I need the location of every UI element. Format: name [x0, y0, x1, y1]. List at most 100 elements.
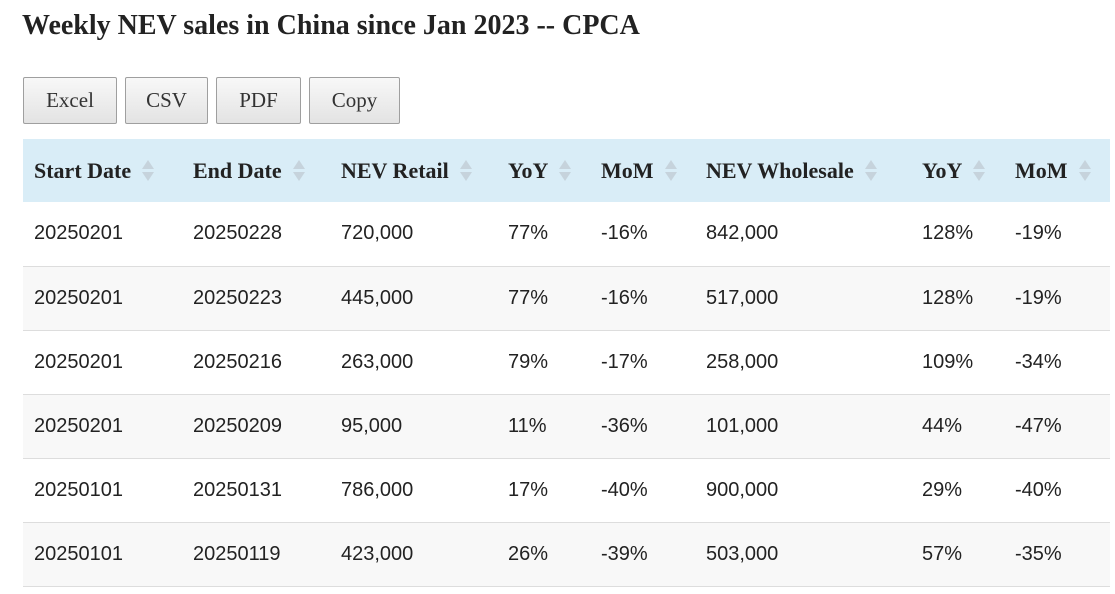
sort-icon[interactable] — [864, 160, 877, 181]
sort-ascending-icon — [664, 160, 677, 169]
cell-end-date: 20250216 — [193, 350, 282, 373]
table-row: 20250201 20250216 263,000 79% -17% 258,000 109… — [23, 330, 1110, 394]
cell-retail-yoy: 17% — [508, 478, 549, 501]
sort-descending-icon — [973, 172, 986, 181]
sort-descending-icon — [292, 172, 305, 181]
column-label: MoM — [601, 157, 654, 183]
sort-descending-icon — [864, 172, 877, 181]
cell-wholesale-mom: -34% — [1015, 350, 1062, 373]
cell-wholesale-yoy: 44% — [922, 414, 963, 437]
table-row: 20250201 20250228 720,000 77% -16% 842,000 128… — [23, 202, 1110, 266]
sort-icon[interactable] — [1078, 160, 1091, 181]
cell-nev-retail: 95,000 — [341, 414, 403, 437]
cell-retail-mom: -16% — [601, 286, 648, 309]
excel-export-button[interactable]: Excel — [23, 77, 117, 124]
cell-nev-wholesale: 900,000 — [706, 478, 779, 501]
sort-descending-icon — [1078, 172, 1091, 181]
cell-nev-retail: 445,000 — [341, 286, 414, 309]
col-header-start-date[interactable]: Start Date — [23, 139, 182, 202]
cell-retail-mom: -16% — [601, 222, 648, 245]
cell-start-date: 20250201 — [34, 414, 123, 437]
sales-table-container: Start Date End Date NEV Retail YoY MoM NEV Wh… — [23, 139, 1110, 587]
col-header-wholesale-yoy[interactable]: YoY — [911, 139, 1004, 202]
cell-end-date: 20250223 — [193, 286, 282, 309]
cell-wholesale-mom: -35% — [1015, 542, 1062, 565]
pdf-export-button[interactable]: PDF — [216, 77, 301, 124]
sort-descending-icon — [142, 172, 155, 181]
sales-table: Start Date End Date NEV Retail YoY MoM NEV Wh… — [23, 139, 1110, 587]
cell-nev-wholesale: 258,000 — [706, 350, 779, 373]
cell-retail-mom: -36% — [601, 414, 648, 437]
sort-icon[interactable] — [664, 160, 677, 181]
col-header-nev-retail[interactable]: NEV Retail — [330, 139, 497, 202]
table-header: Start Date End Date NEV Retail YoY MoM NEV Wh… — [23, 139, 1110, 202]
sort-ascending-icon — [864, 160, 877, 169]
cell-retail-yoy: 79% — [508, 350, 549, 373]
cell-retail-mom: -39% — [601, 542, 648, 565]
sort-icon[interactable] — [559, 160, 572, 181]
col-header-retail-yoy[interactable]: YoY — [497, 139, 590, 202]
sort-ascending-icon — [459, 160, 472, 169]
sort-ascending-icon — [292, 160, 305, 169]
col-header-nev-wholesale[interactable]: NEV Wholesale — [695, 139, 911, 202]
column-label: NEV Wholesale — [706, 157, 854, 183]
sort-icon[interactable] — [973, 160, 986, 181]
cell-retail-mom: -40% — [601, 478, 648, 501]
cell-end-date: 20250209 — [193, 414, 282, 437]
cell-wholesale-yoy: 109% — [922, 350, 974, 373]
cell-nev-retail: 720,000 — [341, 222, 414, 245]
cell-end-date: 20250228 — [193, 222, 282, 245]
cell-start-date: 20250201 — [34, 222, 123, 245]
col-header-end-date[interactable]: End Date — [182, 139, 330, 202]
col-header-retail-mom[interactable]: MoM — [590, 139, 695, 202]
sort-icon[interactable] — [459, 160, 472, 181]
page-title: Weekly NEV sales in China since Jan 2023… — [22, 10, 640, 41]
column-label: YoY — [508, 157, 549, 183]
cell-wholesale-mom: -47% — [1015, 414, 1062, 437]
sort-ascending-icon — [973, 160, 986, 169]
cell-end-date: 20250119 — [193, 542, 281, 565]
sort-ascending-icon — [142, 160, 155, 169]
sort-descending-icon — [559, 172, 572, 181]
sort-icon[interactable] — [142, 160, 155, 181]
cell-wholesale-yoy: 128% — [922, 222, 974, 245]
column-label: YoY — [922, 157, 963, 183]
cell-retail-yoy: 26% — [508, 542, 549, 565]
cell-nev-wholesale: 101,000 — [706, 414, 779, 437]
header-row: Start Date End Date NEV Retail YoY MoM NEV Wh… — [23, 139, 1110, 202]
cell-nev-wholesale: 503,000 — [706, 542, 779, 565]
cell-start-date: 20250201 — [34, 350, 123, 373]
sort-descending-icon — [664, 172, 677, 181]
table-row: 20250101 20250119 423,000 26% -39% 503,000 57%… — [23, 522, 1110, 586]
cell-retail-mom: -17% — [601, 350, 648, 373]
table-row: 20250201 20250209 95,000 11% -36% 101,000 44% -… — [23, 394, 1110, 458]
cell-nev-wholesale: 517,000 — [706, 286, 779, 309]
cell-wholesale-yoy: 128% — [922, 286, 974, 309]
cell-retail-yoy: 77% — [508, 286, 549, 309]
cell-nev-retail: 423,000 — [341, 542, 414, 565]
copy-button[interactable]: Copy — [309, 77, 400, 124]
cell-wholesale-mom: -40% — [1015, 478, 1062, 501]
cell-end-date: 20250131 — [193, 478, 282, 501]
table-row: 20250101 20250131 786,000 17% -40% 900,000 29%… — [23, 458, 1110, 522]
cell-start-date: 20250101 — [34, 478, 123, 501]
column-label: NEV Retail — [341, 157, 449, 183]
cell-wholesale-yoy: 57% — [922, 542, 963, 565]
cell-retail-yoy: 77% — [508, 222, 549, 245]
export-toolbar: Excel CSV PDF Copy — [23, 77, 400, 124]
cell-wholesale-yoy: 29% — [922, 478, 963, 501]
cell-wholesale-mom: -19% — [1015, 222, 1062, 245]
csv-export-button[interactable]: CSV — [125, 77, 208, 124]
sort-descending-icon — [459, 172, 472, 181]
cell-wholesale-mom: -19% — [1015, 286, 1062, 309]
sort-icon[interactable] — [292, 160, 305, 181]
sort-ascending-icon — [1078, 160, 1091, 169]
table-row: 20250201 20250223 445,000 77% -16% 517,000 128… — [23, 266, 1110, 330]
cell-start-date: 20250201 — [34, 286, 123, 309]
cell-nev-wholesale: 842,000 — [706, 222, 779, 245]
column-label: MoM — [1015, 157, 1068, 183]
sort-ascending-icon — [559, 160, 572, 169]
table-body: 20250201 20250228 720,000 77% -16% 842,000 128… — [23, 202, 1110, 586]
col-header-wholesale-mom[interactable]: MoM — [1004, 139, 1110, 202]
column-label: End Date — [193, 157, 282, 183]
